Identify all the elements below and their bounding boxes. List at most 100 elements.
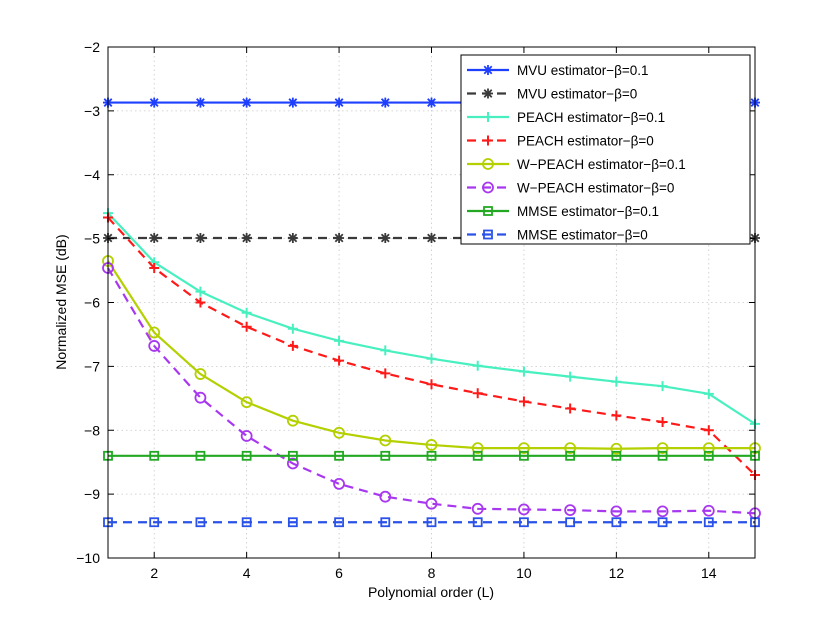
data-point <box>564 442 577 455</box>
legend-marker <box>483 206 493 216</box>
legend-marker <box>482 181 494 194</box>
legend-item: W−PEACH estimator−β=0 <box>467 181 674 196</box>
data-point <box>611 517 622 528</box>
data-point <box>471 502 484 515</box>
data-point <box>519 517 529 528</box>
data-point <box>656 505 669 518</box>
data-point <box>148 340 161 352</box>
x-axis-title: Polynomial order (L) <box>368 584 494 600</box>
y-tick-label: −5 <box>84 231 100 247</box>
legend-label: MVU estimator−β=0.1 <box>517 63 649 78</box>
data-point <box>703 517 714 528</box>
legend-item: W−PEACH estimator−β=0.1 <box>467 157 686 172</box>
data-point <box>611 450 622 461</box>
data-point <box>333 478 345 490</box>
legend: MVU estimator−β=0.1 MVU estimator−β=0 PEAC… <box>460 54 751 245</box>
legend-item: PEACH estimator−β=0.1 <box>467 110 665 125</box>
data-point <box>657 450 668 461</box>
data-point <box>195 232 206 243</box>
x-tick-label: 10 <box>516 565 532 581</box>
data-point <box>380 517 391 528</box>
data-point <box>287 517 298 528</box>
data-point <box>333 426 345 439</box>
data-point <box>565 403 576 414</box>
legend-item: MMSE estimator−β=0 <box>467 228 648 243</box>
legend-marker <box>482 158 494 170</box>
series-8 <box>103 517 760 528</box>
data-point <box>149 263 160 274</box>
legend-marker <box>483 65 493 75</box>
data-point <box>334 517 344 528</box>
data-point <box>194 368 207 380</box>
data-point <box>426 353 437 364</box>
data-point <box>426 232 437 243</box>
data-point <box>149 450 160 461</box>
data-point <box>148 326 161 339</box>
x-tick-label: 14 <box>701 565 717 581</box>
axes: 2 4 6 8 10 12 14 −10 −9 −8 −7 −6 −5 −4 −3 −2 <box>76 39 756 581</box>
data-point <box>565 517 576 528</box>
data-point <box>564 504 577 516</box>
x-tick-label: 6 <box>335 565 343 581</box>
data-point <box>241 232 252 243</box>
data-point <box>657 517 668 528</box>
data-point <box>194 391 207 404</box>
data-point <box>471 442 484 455</box>
data-point <box>380 345 391 356</box>
data-point <box>379 490 392 503</box>
data-point <box>149 97 160 108</box>
legend-label: MMSE estimator−β=0 <box>517 228 648 243</box>
y-tick-label: −10 <box>76 550 100 566</box>
legend-marker <box>483 135 493 146</box>
data-point <box>195 517 206 528</box>
data-point <box>426 379 437 390</box>
legend-marker <box>483 88 493 99</box>
legend-marker <box>483 229 493 240</box>
data-point <box>703 425 714 436</box>
x-tick-label: 2 <box>150 565 158 581</box>
y-tick-label: −3 <box>84 103 100 119</box>
data-point <box>425 439 438 451</box>
data-point <box>425 497 438 510</box>
legend-marker <box>483 112 493 122</box>
legend-box <box>460 54 751 245</box>
y-axis-title: Normalized MSE (dB) <box>53 234 69 369</box>
data-point <box>379 434 392 447</box>
data-point <box>287 232 298 243</box>
data-point <box>518 396 529 407</box>
data-point <box>610 442 623 455</box>
data-point <box>426 517 437 528</box>
data-point <box>703 450 714 461</box>
legend-label: MMSE estimator−β=0.1 <box>517 204 659 219</box>
data-point <box>518 503 530 516</box>
data-point <box>565 450 576 461</box>
legend-item: MMSE estimator−β=0.1 <box>467 204 659 219</box>
data-point <box>334 450 344 461</box>
data-point <box>195 450 206 461</box>
data-point <box>380 450 391 461</box>
data-point <box>426 97 437 108</box>
data-point <box>702 504 715 517</box>
data-point <box>703 388 714 399</box>
data-point <box>334 335 345 346</box>
series-line <box>107 216 756 476</box>
legend-label: MVU estimator−β=0 <box>517 87 637 102</box>
data-point <box>334 232 345 243</box>
x-tick-label: 12 <box>609 565 625 581</box>
legend-label: W−PEACH estimator−β=0 <box>517 181 674 196</box>
y-tick-label: −4 <box>84 167 100 183</box>
data-point <box>565 371 576 382</box>
data-point <box>472 388 483 399</box>
y-tick-label: −2 <box>84 39 100 55</box>
data-point <box>380 368 391 379</box>
data-point <box>519 450 529 461</box>
series-5 <box>102 255 761 455</box>
legend-label: PEACH estimator−β=0 <box>517 134 654 149</box>
data-point <box>241 97 252 108</box>
data-point <box>195 297 206 308</box>
data-point <box>195 97 206 108</box>
legend-item: MVU estimator−β=0 <box>467 87 637 102</box>
series-6 <box>102 262 761 520</box>
legend-item: MVU estimator−β=0.1 <box>467 63 649 78</box>
data-point <box>518 366 529 377</box>
